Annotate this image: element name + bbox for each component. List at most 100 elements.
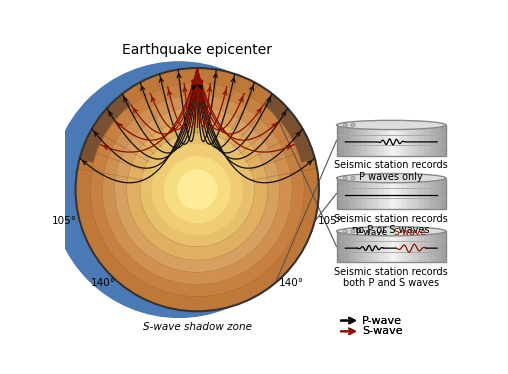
- Circle shape: [140, 132, 255, 247]
- Bar: [388, 125, 392, 156]
- Bar: [362, 178, 366, 209]
- Circle shape: [90, 83, 304, 297]
- Bar: [366, 125, 370, 156]
- Circle shape: [165, 157, 230, 223]
- Bar: [421, 231, 425, 262]
- Text: 105°: 105°: [318, 216, 343, 226]
- Ellipse shape: [337, 120, 446, 129]
- Bar: [373, 178, 377, 209]
- Bar: [442, 178, 447, 209]
- Text: Seismic station records
no P or S waves: Seismic station records no P or S waves: [334, 214, 448, 235]
- Bar: [347, 231, 352, 262]
- Text: S-wave: S-wave: [362, 327, 403, 336]
- Bar: [359, 231, 363, 262]
- Ellipse shape: [343, 176, 347, 180]
- Bar: [438, 231, 442, 262]
- Bar: [351, 231, 355, 262]
- Bar: [351, 125, 355, 156]
- Bar: [409, 231, 414, 262]
- Text: Seismic station records
P waves only: Seismic station records P waves only: [334, 160, 448, 182]
- Circle shape: [102, 95, 292, 285]
- Circle shape: [76, 68, 319, 311]
- Circle shape: [140, 132, 255, 247]
- Circle shape: [102, 95, 292, 285]
- Bar: [355, 231, 359, 262]
- Bar: [337, 231, 340, 262]
- Circle shape: [90, 83, 304, 297]
- Text: S-wave: S-wave: [362, 327, 403, 336]
- Bar: [380, 125, 385, 156]
- Text: S-wave shadow zone: S-wave shadow zone: [143, 322, 251, 332]
- Bar: [337, 231, 446, 262]
- Bar: [399, 178, 402, 209]
- Bar: [399, 231, 402, 262]
- Circle shape: [126, 119, 268, 260]
- Bar: [347, 178, 352, 209]
- Bar: [373, 125, 377, 156]
- Bar: [369, 178, 373, 209]
- Text: 140°: 140°: [278, 278, 303, 288]
- Wedge shape: [80, 94, 197, 190]
- Circle shape: [114, 107, 280, 272]
- Bar: [399, 125, 402, 156]
- Ellipse shape: [351, 176, 355, 180]
- Bar: [413, 231, 417, 262]
- Bar: [388, 231, 392, 262]
- Bar: [391, 125, 395, 156]
- Bar: [340, 125, 344, 156]
- Bar: [406, 125, 410, 156]
- Bar: [435, 178, 439, 209]
- Bar: [417, 178, 421, 209]
- Text: P-wave: P-wave: [355, 228, 387, 237]
- Text: P-wave: P-wave: [362, 316, 402, 325]
- Circle shape: [152, 145, 242, 234]
- Bar: [438, 178, 442, 209]
- Bar: [359, 178, 363, 209]
- Circle shape: [178, 170, 217, 209]
- Bar: [431, 125, 435, 156]
- Bar: [376, 231, 380, 262]
- Bar: [431, 178, 435, 209]
- Circle shape: [178, 170, 217, 209]
- Bar: [409, 178, 414, 209]
- Ellipse shape: [343, 123, 347, 127]
- Bar: [409, 125, 414, 156]
- Bar: [344, 178, 348, 209]
- Ellipse shape: [351, 123, 355, 127]
- Bar: [391, 178, 395, 209]
- Bar: [369, 125, 373, 156]
- Bar: [384, 231, 388, 262]
- Text: Seismic station records
both P and S waves: Seismic station records both P and S wav…: [334, 267, 448, 288]
- Text: P-wave: P-wave: [362, 316, 402, 325]
- Wedge shape: [77, 80, 197, 299]
- Bar: [376, 125, 380, 156]
- Bar: [373, 231, 377, 262]
- Text: Earthquake epicenter: Earthquake epicenter: [122, 43, 272, 57]
- Bar: [421, 125, 425, 156]
- Text: S-wave: S-wave: [393, 228, 426, 237]
- Bar: [351, 178, 355, 209]
- Bar: [428, 231, 432, 262]
- Bar: [402, 231, 406, 262]
- Circle shape: [165, 157, 230, 223]
- Bar: [391, 231, 395, 262]
- Bar: [362, 231, 366, 262]
- Ellipse shape: [337, 174, 446, 183]
- Bar: [340, 231, 344, 262]
- Ellipse shape: [351, 229, 355, 233]
- Bar: [340, 178, 344, 209]
- Bar: [424, 178, 428, 209]
- Bar: [406, 178, 410, 209]
- Bar: [380, 231, 385, 262]
- Circle shape: [51, 62, 307, 318]
- Ellipse shape: [337, 227, 446, 236]
- Circle shape: [152, 145, 242, 234]
- Wedge shape: [77, 80, 197, 299]
- Bar: [355, 125, 359, 156]
- Bar: [380, 178, 385, 209]
- Bar: [402, 125, 406, 156]
- Ellipse shape: [343, 229, 347, 233]
- Bar: [435, 125, 439, 156]
- Bar: [366, 178, 370, 209]
- Bar: [388, 178, 392, 209]
